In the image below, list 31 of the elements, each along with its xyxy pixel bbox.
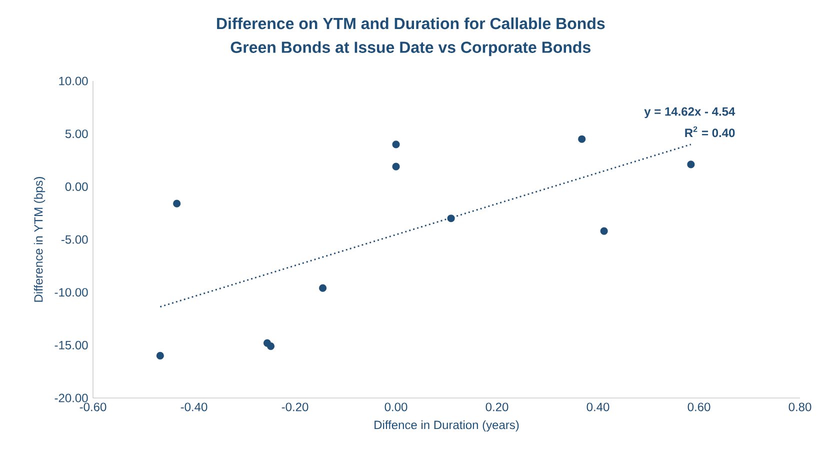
x-tick-label: -0.20 bbox=[282, 402, 308, 412]
y-tick-label: -10.00 bbox=[54, 288, 88, 297]
x-tick-label: 0.20 bbox=[486, 402, 508, 412]
point bbox=[600, 227, 608, 235]
x-axis-title: Diffence in Duration (years) bbox=[374, 420, 519, 432]
y-tick-label: 10.00 bbox=[59, 76, 88, 86]
point bbox=[173, 200, 181, 208]
point bbox=[578, 135, 586, 143]
y-tick-label: 0.00 bbox=[65, 182, 88, 191]
point bbox=[687, 160, 695, 168]
y-tick-label: -5.00 bbox=[61, 235, 88, 244]
y-tick-label: -15.00 bbox=[54, 340, 88, 350]
chart-subtitle: Green Bonds at Issue Date vs Corporate Bonds bbox=[230, 41, 590, 56]
point bbox=[156, 352, 164, 360]
x-tick-label: 0.40 bbox=[586, 402, 610, 412]
annotation: R$^{2}$ = 0.40 bbox=[685, 126, 735, 138]
y-tick-label: -20.00 bbox=[54, 394, 88, 402]
annotation: y = 14.62x - 4.54 bbox=[644, 107, 736, 118]
x-tick-label: -0.40 bbox=[180, 402, 208, 412]
point bbox=[318, 284, 327, 292]
x-tick-label: 0.60 bbox=[688, 402, 710, 412]
point bbox=[447, 214, 455, 222]
x-tick-label: 0.80 bbox=[788, 402, 812, 412]
point bbox=[392, 140, 400, 148]
y-axis-title: Difference in YTM (bps) bbox=[34, 177, 46, 302]
y-tick-label: 5.00 bbox=[65, 130, 88, 138]
point bbox=[266, 342, 275, 350]
chart-title: Difference on YTM and Duration for Callable Bonds bbox=[217, 17, 605, 30]
x-tick-label: 0.00 bbox=[384, 402, 408, 412]
x-tick-label: -0.60 bbox=[80, 402, 106, 412]
point bbox=[392, 162, 400, 170]
